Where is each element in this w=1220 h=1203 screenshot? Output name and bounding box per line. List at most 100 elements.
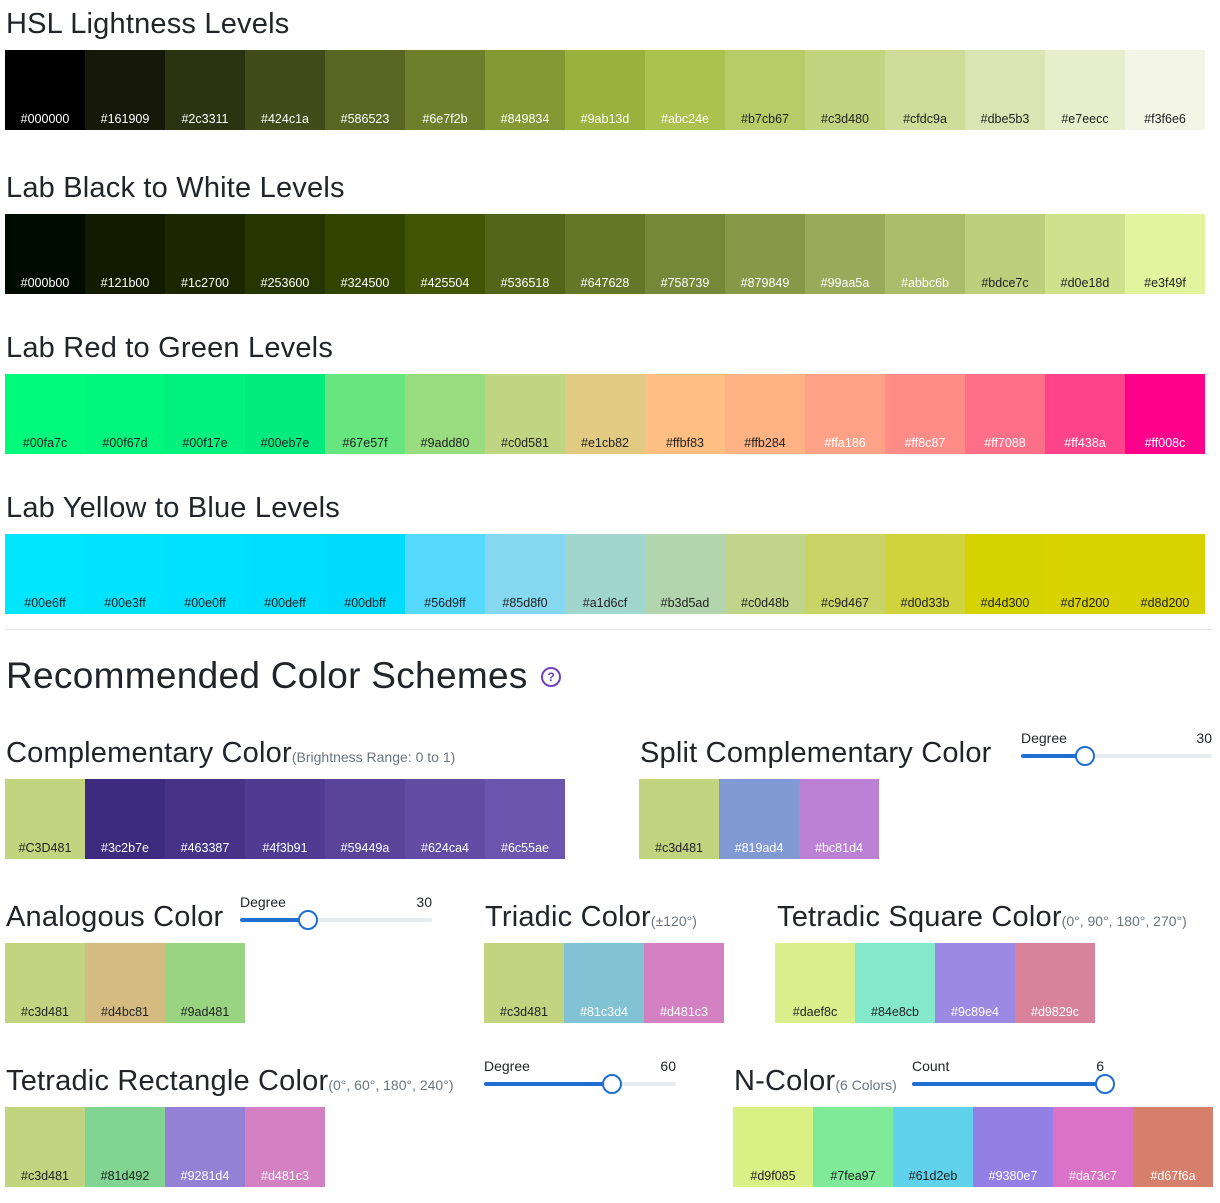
color-swatch[interactable]: #00deff	[245, 534, 325, 614]
color-swatch[interactable]: #ff438a	[1045, 374, 1125, 454]
color-swatch[interactable]: #9add80	[405, 374, 485, 454]
question-circle-icon[interactable]: ?	[541, 667, 561, 687]
color-swatch[interactable]: #d4d300	[965, 534, 1045, 614]
color-swatch[interactable]: #253600	[245, 214, 325, 294]
analogous-degree-thumb[interactable]	[298, 910, 319, 930]
color-swatch[interactable]: #4f3b91	[245, 779, 325, 859]
color-swatch[interactable]: #d481c3	[245, 1107, 325, 1187]
color-swatch[interactable]: #c9d467	[805, 534, 885, 614]
n-color-count-thumb[interactable]	[1095, 1074, 1115, 1094]
color-swatch[interactable]: #00e0ff	[165, 534, 245, 614]
color-swatch[interactable]: #C3D481	[5, 779, 85, 859]
color-swatch[interactable]: #d0d33b	[885, 534, 965, 614]
tetradic-rectangle-degree-slider[interactable]: Degree 60	[484, 1059, 676, 1099]
color-swatch[interactable]: #647628	[565, 214, 645, 294]
color-swatch[interactable]: #ffa186	[805, 374, 885, 454]
color-swatch[interactable]: #ffbf83	[645, 374, 725, 454]
color-swatch[interactable]: #bc81d4	[799, 779, 879, 859]
color-swatch[interactable]: #161909	[85, 50, 165, 130]
color-swatch[interactable]: #c3d480	[805, 50, 885, 130]
color-swatch[interactable]: #ff8c87	[885, 374, 965, 454]
color-swatch[interactable]: #dbe5b3	[965, 50, 1045, 130]
color-swatch[interactable]: #61d2eb	[893, 1107, 973, 1187]
color-swatch[interactable]: #d67f6a	[1133, 1107, 1213, 1187]
color-swatch[interactable]: #da73c7	[1053, 1107, 1133, 1187]
color-swatch[interactable]: #586523	[325, 50, 405, 130]
color-swatch[interactable]: #e1cb82	[565, 374, 645, 454]
color-swatch[interactable]: #2c3311	[165, 50, 245, 130]
tetradic-rectangle-degree-thumb[interactable]	[601, 1074, 622, 1094]
split-degree-track[interactable]	[1021, 746, 1212, 766]
color-swatch[interactable]: #c0d581	[485, 374, 565, 454]
color-swatch[interactable]: #d8d200	[1125, 534, 1205, 614]
color-swatch[interactable]: #463387	[165, 779, 245, 859]
color-swatch[interactable]: #324500	[325, 214, 405, 294]
color-swatch[interactable]: #758739	[645, 214, 725, 294]
color-swatch[interactable]: #00e6ff	[5, 534, 85, 614]
color-swatch[interactable]: #00eb7e	[245, 374, 325, 454]
color-swatch[interactable]: #6e7f2b	[405, 50, 485, 130]
color-swatch[interactable]: #d481c3	[644, 943, 724, 1023]
color-swatch[interactable]: #879849	[725, 214, 805, 294]
color-swatch[interactable]: #819ad4	[719, 779, 799, 859]
color-swatch[interactable]: #00f17e	[165, 374, 245, 454]
color-swatch[interactable]: #9380e7	[973, 1107, 1053, 1187]
color-swatch[interactable]: #f3f6e6	[1125, 50, 1205, 130]
color-swatch[interactable]: #00e3ff	[85, 534, 165, 614]
color-swatch[interactable]: #000000	[5, 50, 85, 130]
color-swatch[interactable]: #59449a	[325, 779, 405, 859]
color-swatch[interactable]: #7fea97	[813, 1107, 893, 1187]
color-swatch[interactable]: #9281d4	[165, 1107, 245, 1187]
color-swatch[interactable]: #ffb284	[725, 374, 805, 454]
n-color-count-track[interactable]	[912, 1074, 1115, 1094]
color-swatch[interactable]: #b3d5ad	[645, 534, 725, 614]
color-swatch[interactable]: #00dbff	[325, 534, 405, 614]
color-swatch[interactable]: #bdce7c	[965, 214, 1045, 294]
color-swatch[interactable]: #c3d481	[5, 1107, 85, 1187]
color-swatch[interactable]: #d9f085	[733, 1107, 813, 1187]
color-swatch[interactable]: #425504	[405, 214, 485, 294]
color-swatch[interactable]: #1c2700	[165, 214, 245, 294]
n-color-count-slider[interactable]: Count 6	[912, 1059, 1115, 1099]
color-swatch[interactable]: #ff7088	[965, 374, 1045, 454]
color-swatch[interactable]: #99aa5a	[805, 214, 885, 294]
color-swatch[interactable]: #cfdc9a	[885, 50, 965, 130]
color-swatch[interactable]: #81c3d4	[564, 943, 644, 1023]
color-swatch[interactable]: #c3d481	[484, 943, 564, 1023]
color-swatch[interactable]: #d9829c	[1015, 943, 1095, 1023]
color-swatch[interactable]: #daef8c	[775, 943, 855, 1023]
color-swatch[interactable]: #d4bc81	[85, 943, 165, 1023]
color-swatch[interactable]: #c3d481	[639, 779, 719, 859]
color-swatch[interactable]: #9ad481	[165, 943, 245, 1023]
color-swatch[interactable]: #67e57f	[325, 374, 405, 454]
color-swatch[interactable]: #9c89e4	[935, 943, 1015, 1023]
color-swatch[interactable]: #85d8f0	[485, 534, 565, 614]
color-swatch[interactable]: #536518	[485, 214, 565, 294]
color-swatch[interactable]: #d7d200	[1045, 534, 1125, 614]
color-swatch[interactable]: #000b00	[5, 214, 85, 294]
color-swatch[interactable]: #abbc6b	[885, 214, 965, 294]
color-swatch[interactable]: #81d492	[85, 1107, 165, 1187]
color-swatch[interactable]: #6c55ae	[485, 779, 565, 859]
color-swatch[interactable]: #84e8cb	[855, 943, 935, 1023]
color-swatch[interactable]: #b7cb67	[725, 50, 805, 130]
color-swatch[interactable]: #121b00	[85, 214, 165, 294]
color-swatch[interactable]: #ff008c	[1125, 374, 1205, 454]
color-swatch[interactable]: #c3d481	[5, 943, 85, 1023]
color-swatch[interactable]: #e7eecc	[1045, 50, 1125, 130]
color-swatch[interactable]: #9ab13d	[565, 50, 645, 130]
color-swatch[interactable]: #a1d6cf	[565, 534, 645, 614]
split-degree-slider[interactable]: Degree 30	[1021, 731, 1212, 771]
split-degree-thumb[interactable]	[1075, 746, 1096, 766]
analogous-degree-slider[interactable]: Degree 30	[240, 895, 432, 935]
color-swatch[interactable]: #849834	[485, 50, 565, 130]
color-swatch[interactable]: #424c1a	[245, 50, 325, 130]
color-swatch[interactable]: #3c2b7e	[85, 779, 165, 859]
color-swatch[interactable]: #e3f49f	[1125, 214, 1205, 294]
analogous-degree-track[interactable]	[240, 910, 432, 930]
color-swatch[interactable]: #abc24e	[645, 50, 725, 130]
tetradic-rectangle-degree-track[interactable]	[484, 1074, 676, 1094]
color-swatch[interactable]: #00fa7c	[5, 374, 85, 454]
color-swatch[interactable]: #00f67d	[85, 374, 165, 454]
color-swatch[interactable]: #d0e18d	[1045, 214, 1125, 294]
